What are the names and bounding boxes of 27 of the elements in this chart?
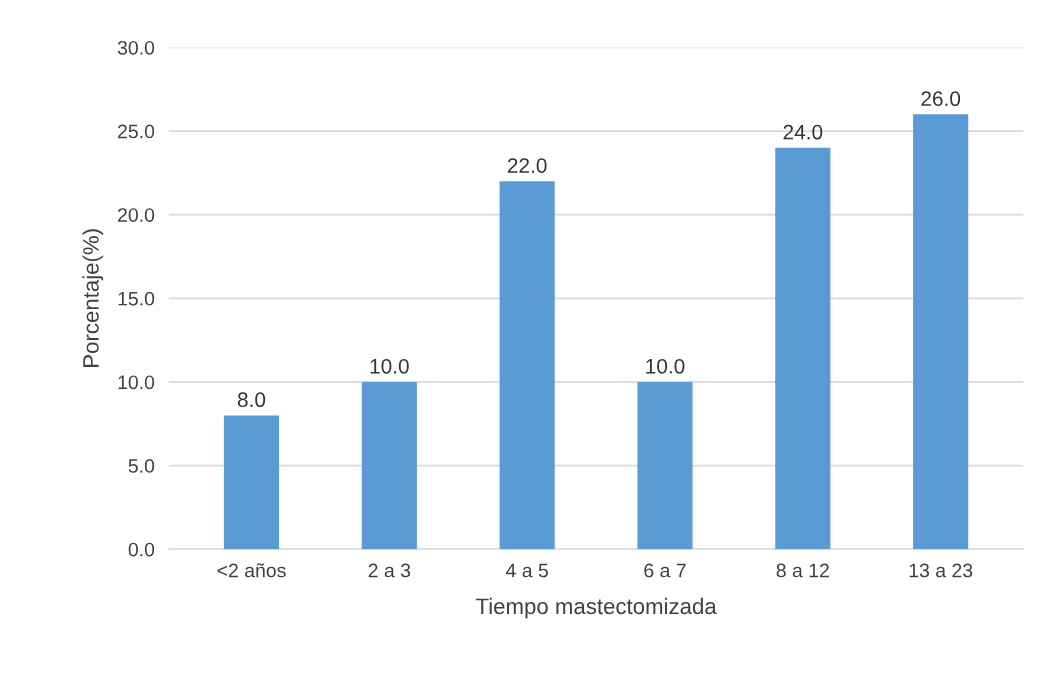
y-tick-label: 0.0 [128,542,155,557]
x-tick-label: <2 años [217,563,286,578]
bar [499,181,555,550]
x-axis-title: Tiempo mastectomizada [475,597,717,619]
bar [223,415,280,550]
data-label: 22.0 [507,158,547,173]
x-tick-label: 13 a 23 [909,563,973,578]
x-tick-label: 6 a 7 [644,563,686,578]
bar [637,381,693,550]
x-tick-label: 8 a 12 [776,563,829,578]
data-label: 24.0 [783,124,823,140]
y-tick-label: 10.0 [118,375,155,390]
bar [361,381,417,550]
data-label: 10.0 [646,358,685,374]
y-axis-title: Porcentaje(%) [82,229,104,367]
y-tick-label: 15.0 [118,291,155,306]
y-tick-label: 20.0 [118,208,155,222]
data-label: 8.0 [237,392,266,408]
bar [913,114,969,550]
y-tick-label: 25.0 [118,124,155,139]
bar [775,147,831,550]
data-label: 26.0 [921,91,961,107]
y-tick-label: 5.0 [128,459,155,473]
y-tick-label: 30.0 [117,40,155,55]
x-tick-label: 2 a 3 [368,563,411,578]
x-tick-label: 4 a 5 [505,563,548,578]
data-label: 10.0 [370,358,409,374]
